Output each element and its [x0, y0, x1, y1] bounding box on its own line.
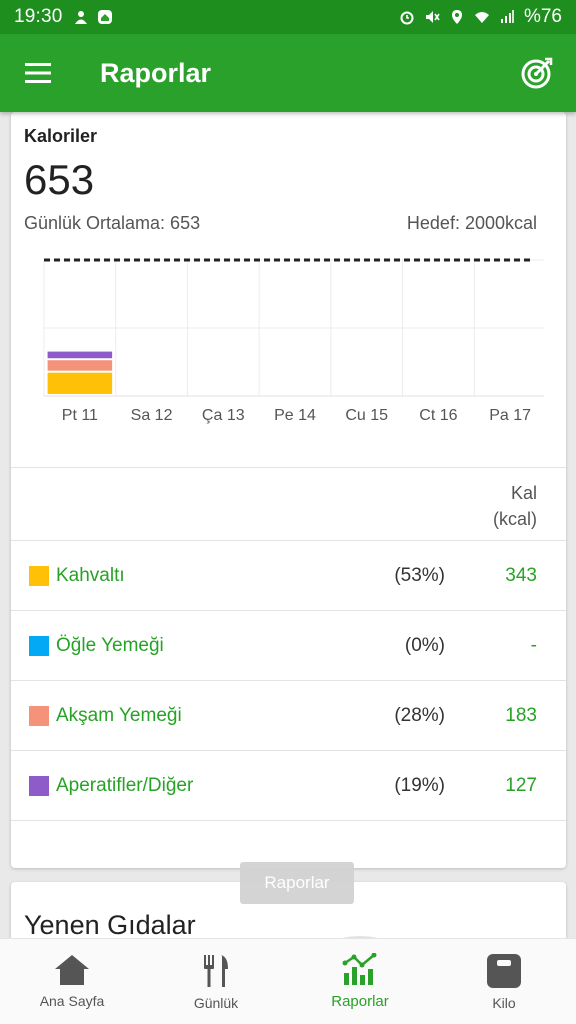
location-icon	[451, 10, 462, 24]
breakfast-color-swatch	[29, 565, 49, 586]
lunch-color-swatch	[29, 635, 49, 656]
meal-name: Aperatifler/Diğer	[56, 774, 194, 796]
goal-button[interactable]	[498, 34, 576, 112]
page-title: Raporlar	[100, 57, 212, 88]
eaten-foods-heading: Yenen Gıdalar	[24, 910, 196, 938]
meal-percent: (19%)	[394, 774, 445, 796]
x-tick-label: Sa 12	[131, 407, 173, 424]
bar-segment-aperatifler-di-er	[47, 351, 113, 359]
meal-name: Akşam Yemeği	[56, 704, 182, 726]
table-header: Kal (kcal)	[11, 468, 566, 541]
nav-home[interactable]: Ana Sayfa	[0, 939, 144, 1024]
meal-percent: (53%)	[394, 564, 445, 586]
meal-breakdown-table: Kal (kcal) Kahvaltı (53%) 343 Öğle Yemeğ…	[11, 467, 566, 869]
meal-row-dinner[interactable]: Akşam Yemeği (28%) 183	[11, 681, 566, 751]
meal-calories: 183	[505, 704, 537, 726]
nav-label: Kilo	[492, 995, 516, 1011]
daily-average: Günlük Ortalama: 653	[24, 213, 201, 233]
meal-row-breakfast[interactable]: Kahvaltı (53%) 343	[11, 541, 566, 611]
meal-row-snacks[interactable]: Aperatifler/Diğer (19%) 127	[11, 751, 566, 821]
toast-message: Raporlar	[240, 862, 354, 904]
status-bar: 19:30 %76	[0, 0, 576, 34]
nav-label: Günlük	[193, 995, 239, 1011]
notification-icon	[74, 11, 87, 24]
chart-icon	[342, 953, 377, 985]
x-tick-label: Pa 17	[489, 407, 531, 424]
meal-name: Kahvaltı	[56, 564, 125, 586]
meal-percent: (28%)	[394, 704, 445, 726]
alarm-icon	[400, 11, 414, 25]
calories-chart: Pt 11 Sa 12 Ça 13 Pe 14 Cu 15 Ct 16 Pa 17	[43, 258, 544, 424]
x-tick-label: Ça 13	[202, 407, 245, 424]
bottom-navigation: Ana Sayfa Günlük Raporlar Kilo	[0, 938, 576, 1024]
x-tick-label: Pe 14	[274, 407, 316, 424]
mute-icon	[425, 11, 440, 23]
x-tick-label: Cu 15	[345, 407, 388, 424]
meal-calories: 127	[505, 774, 537, 796]
signal-icon	[500, 10, 514, 23]
target-icon	[521, 57, 553, 89]
bar-segment-kahvalt-	[47, 372, 113, 394]
nav-label: Ana Sayfa	[39, 993, 105, 1009]
meal-percent: (0%)	[404, 634, 445, 656]
calorie-goal: Hedef: 2000kcal	[406, 213, 537, 233]
bar-segment-ak-am-yeme-i	[47, 360, 113, 371]
meal-row-lunch[interactable]: Öğle Yemeği (0%) -	[11, 611, 566, 681]
nav-weight[interactable]: Kilo	[432, 939, 576, 1024]
calories-label: Kaloriler	[24, 126, 98, 146]
app-notification-icon	[97, 10, 112, 24]
home-icon	[55, 955, 89, 985]
meal-name: Öğle Yemeği	[56, 634, 164, 656]
kal-header: Kal	[510, 483, 537, 503]
meal-calories: -	[530, 634, 537, 656]
calories-value: 653	[24, 156, 95, 203]
kcal-unit-header: (kcal)	[493, 509, 537, 529]
menu-button[interactable]	[0, 34, 78, 112]
nav-label: Raporlar	[331, 993, 389, 1010]
calories-card: Kaloriler 653 Günlük Ortalama: 653 Hedef…	[11, 112, 566, 868]
dinner-color-swatch	[29, 705, 49, 726]
hamburger-icon	[25, 63, 51, 83]
scale-icon	[487, 954, 521, 988]
eaten-foods-card: Yenen Gıdalar	[11, 882, 566, 938]
report-content[interactable]: Kaloriler 653 Günlük Ortalama: 653 Hedef…	[0, 112, 576, 938]
status-time: 19:30	[14, 6, 63, 27]
nav-diary[interactable]: Günlük	[144, 939, 288, 1024]
wifi-icon	[474, 12, 489, 23]
x-tick-label: Ct 16	[419, 407, 457, 424]
meal-calories: 343	[505, 564, 537, 586]
snacks-color-swatch	[29, 775, 49, 796]
nav-reports[interactable]: Raporlar	[288, 939, 432, 1024]
x-tick-label: Pt 11	[62, 407, 98, 424]
battery-level: %76	[523, 6, 562, 27]
fork-knife-icon	[204, 955, 228, 987]
app-bar: Raporlar	[0, 34, 576, 112]
